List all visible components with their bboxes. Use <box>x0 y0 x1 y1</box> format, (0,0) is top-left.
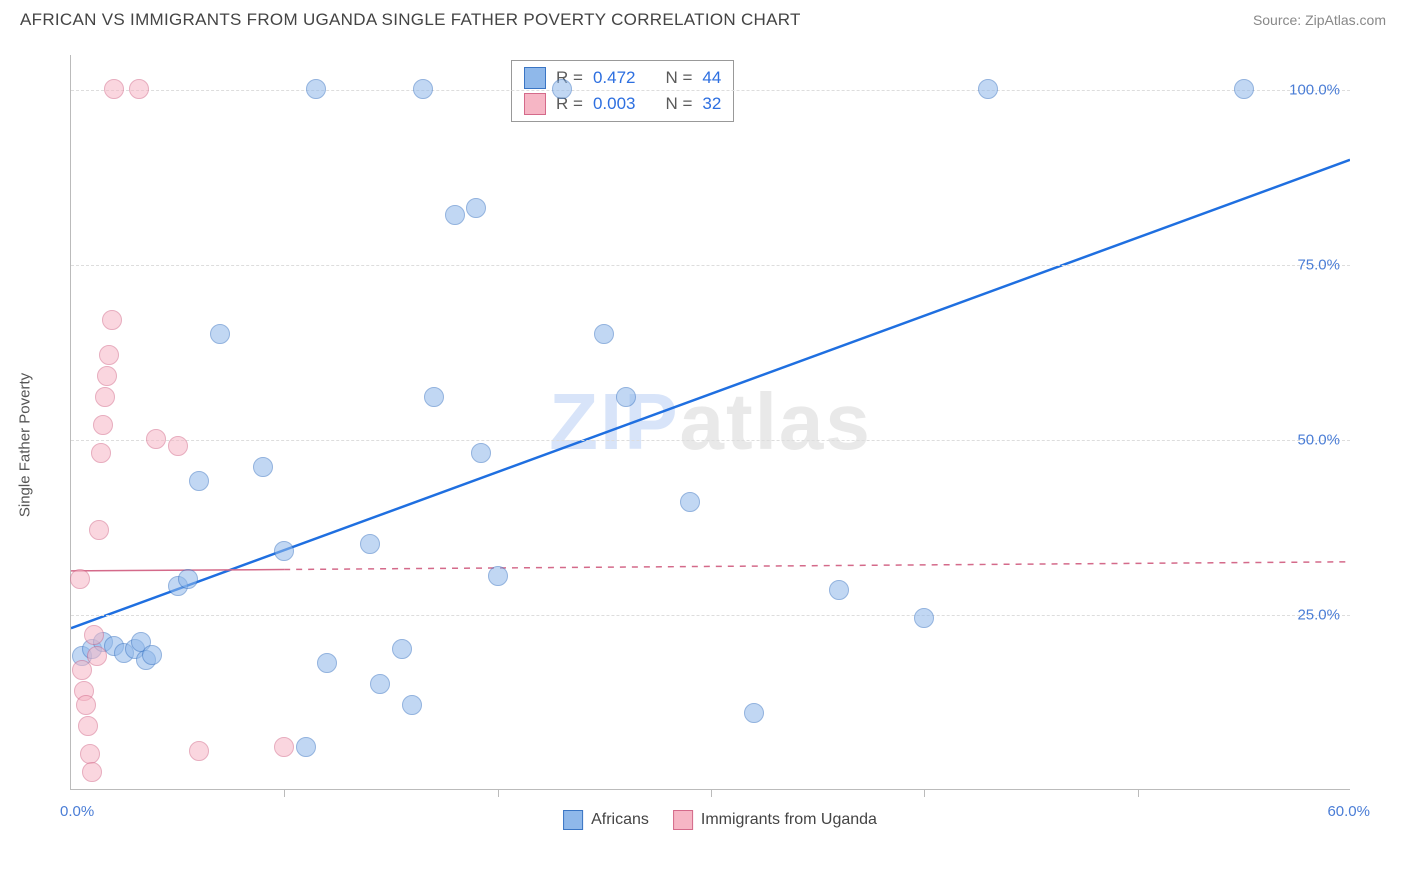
data-point-africans <box>189 471 209 491</box>
data-point-uganda <box>102 310 122 330</box>
y-tick-label: 100.0% <box>1289 82 1340 99</box>
x-tick <box>498 789 499 797</box>
legend-item: Africans <box>563 810 649 830</box>
y-tick-label: 25.0% <box>1297 607 1340 624</box>
data-point-africans <box>445 205 465 225</box>
data-point-africans <box>274 541 294 561</box>
stat-r-value: 0.003 <box>593 94 636 114</box>
data-point-africans <box>744 703 764 723</box>
legend-swatch <box>524 67 546 89</box>
legend-swatch <box>673 810 693 830</box>
data-point-africans <box>296 737 316 757</box>
data-point-uganda <box>76 695 96 715</box>
data-point-uganda <box>274 737 294 757</box>
stat-n-label: N = <box>665 94 692 114</box>
y-tick-label: 75.0% <box>1297 257 1340 274</box>
source-label: Source: ZipAtlas.com <box>1253 12 1386 28</box>
data-point-uganda <box>99 345 119 365</box>
x-min-label: 0.0% <box>60 803 94 820</box>
data-point-africans <box>210 324 230 344</box>
data-point-africans <box>253 457 273 477</box>
watermark-part2: atlas <box>680 377 872 466</box>
gridline <box>71 615 1350 616</box>
gridline <box>71 440 1350 441</box>
data-point-uganda <box>168 436 188 456</box>
x-tick <box>711 789 712 797</box>
data-point-africans <box>178 569 198 589</box>
data-point-africans <box>1234 79 1254 99</box>
data-point-africans <box>142 645 162 665</box>
watermark-part1: ZIP <box>549 377 679 466</box>
data-point-africans <box>914 608 934 628</box>
data-point-uganda <box>89 520 109 540</box>
legend-label: Africans <box>591 811 649 829</box>
legend-swatch <box>524 93 546 115</box>
data-point-africans <box>829 580 849 600</box>
data-point-africans <box>594 324 614 344</box>
data-point-uganda <box>78 716 98 736</box>
data-point-africans <box>317 653 337 673</box>
data-point-africans <box>466 198 486 218</box>
legend-swatch <box>563 810 583 830</box>
data-point-uganda <box>129 79 149 99</box>
data-point-africans <box>680 492 700 512</box>
stats-row-uganda: R =0.003N =32 <box>524 93 721 115</box>
y-axis-label: Single Father Poverty <box>17 373 34 517</box>
data-point-africans <box>360 534 380 554</box>
watermark: ZIPatlas <box>549 376 872 468</box>
trend-line <box>71 160 1350 628</box>
x-max-label: 60.0% <box>1327 803 1370 820</box>
x-tick <box>924 789 925 797</box>
data-point-uganda <box>189 741 209 761</box>
chart-container: Single Father Poverty ZIPatlas R =0.472N… <box>55 55 1385 835</box>
data-point-uganda <box>95 387 115 407</box>
x-tick <box>284 789 285 797</box>
stat-r-value: 0.472 <box>593 68 636 88</box>
plot-area: ZIPatlas R =0.472N =44R =0.003N =32 25.0… <box>70 55 1350 790</box>
data-point-uganda <box>104 79 124 99</box>
bottom-legend: Africans Immigrants from Uganda <box>563 810 877 830</box>
data-point-africans <box>488 566 508 586</box>
data-point-africans <box>306 79 326 99</box>
y-tick-label: 50.0% <box>1297 432 1340 449</box>
data-point-uganda <box>70 569 90 589</box>
data-point-africans <box>424 387 444 407</box>
chart-title: AFRICAN VS IMMIGRANTS FROM UGANDA SINGLE… <box>20 10 801 30</box>
gridline <box>71 265 1350 266</box>
stat-n-value: 32 <box>702 94 721 114</box>
data-point-uganda <box>84 625 104 645</box>
data-point-uganda <box>97 366 117 386</box>
data-point-africans <box>413 79 433 99</box>
data-point-uganda <box>146 429 166 449</box>
data-point-uganda <box>82 762 102 782</box>
data-point-uganda <box>87 646 107 666</box>
data-point-africans <box>370 674 390 694</box>
data-point-uganda <box>93 415 113 435</box>
data-point-africans <box>471 443 491 463</box>
data-point-africans <box>552 79 572 99</box>
data-point-africans <box>978 79 998 99</box>
trend-line <box>71 569 284 570</box>
data-point-africans <box>402 695 422 715</box>
gridline <box>71 90 1350 91</box>
trend-line <box>284 562 1350 570</box>
stat-n-label: N = <box>665 68 692 88</box>
legend-label: Immigrants from Uganda <box>701 811 877 829</box>
data-point-africans <box>392 639 412 659</box>
data-point-africans <box>616 387 636 407</box>
legend-item: Immigrants from Uganda <box>673 810 877 830</box>
trend-lines <box>71 55 1350 789</box>
data-point-uganda <box>91 443 111 463</box>
x-tick <box>1138 789 1139 797</box>
stats-legend-box: R =0.472N =44R =0.003N =32 <box>511 60 734 122</box>
stat-n-value: 44 <box>702 68 721 88</box>
